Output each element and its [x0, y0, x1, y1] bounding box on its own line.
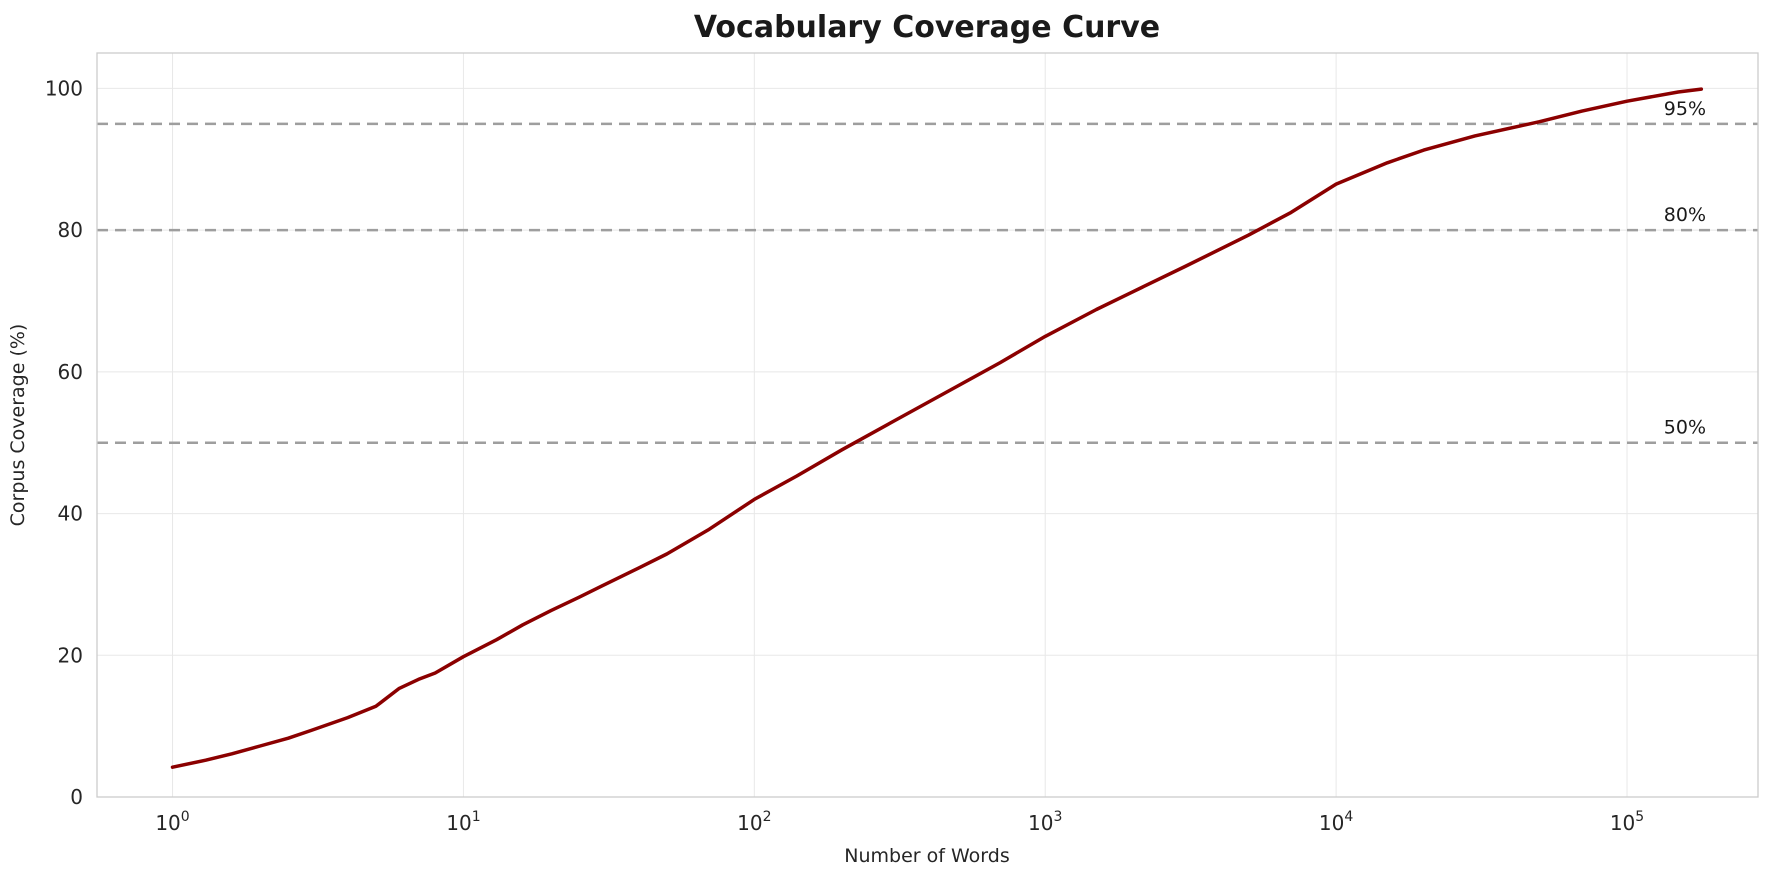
ref-label-50: 50% [1664, 417, 1706, 439]
ref-label-95: 95% [1664, 98, 1706, 120]
y-tick-label: 20 [58, 643, 83, 667]
x-tick-label: 104 [1319, 809, 1353, 835]
x-axis-label: Number of Words [844, 845, 1009, 867]
y-tick-label: 60 [58, 360, 83, 384]
x-tick-exp: 4 [1344, 809, 1353, 825]
x-tick-exp: 0 [181, 809, 190, 825]
chart-title: Vocabulary Coverage Curve [694, 10, 1160, 45]
x-tick-label: 105 [1610, 809, 1644, 835]
y-axis-ticks: 0 20 40 60 80 100 [45, 76, 83, 809]
y-tick-label: 40 [58, 502, 83, 526]
plot-area [97, 53, 1758, 797]
ref-label-80: 80% [1664, 204, 1706, 226]
x-tick-label: 103 [1028, 809, 1062, 835]
x-tick-label: 102 [737, 809, 771, 835]
x-tick-exp: 2 [763, 809, 772, 825]
x-tick-base: 10 [155, 811, 180, 835]
x-tick-base: 10 [737, 811, 762, 835]
y-axis-label: Corpus Coverage (%) [7, 324, 29, 527]
x-tick-exp: 1 [472, 809, 481, 825]
x-tick-exp: 3 [1053, 809, 1062, 825]
y-tick-label: 80 [58, 218, 83, 242]
x-tick-label: 101 [446, 809, 480, 835]
x-axis-ticks: 100 101 102 103 104 105 [155, 809, 1644, 835]
x-tick-exp: 5 [1635, 809, 1644, 825]
reference-labels: 50% 80% 95% [1664, 98, 1706, 439]
plot-border [96, 52, 1759, 798]
x-tick-base: 10 [1028, 811, 1053, 835]
coverage-curve [170, 87, 1704, 769]
x-tick-base: 10 [1319, 811, 1344, 835]
x-tick-label: 100 [155, 809, 189, 835]
y-tick-label: 100 [45, 76, 83, 100]
x-tick-base: 10 [1610, 811, 1635, 835]
reference-lines [97, 122, 1758, 444]
x-tick-base: 10 [446, 811, 471, 835]
y-tick-label: 0 [70, 785, 83, 809]
